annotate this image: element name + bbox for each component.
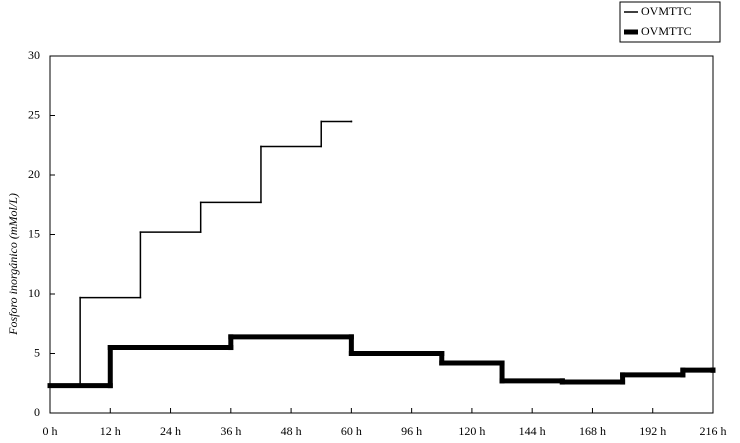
plot-frame bbox=[49, 55, 714, 414]
x-tick-label: 192 h bbox=[639, 424, 666, 438]
y-tick-label: 10 bbox=[28, 286, 40, 300]
x-tick-label: 120 h bbox=[458, 424, 485, 438]
y-tick-label: 5 bbox=[34, 345, 40, 359]
x-tick-label: 24 h bbox=[160, 424, 181, 438]
x-tick-label: 48 h bbox=[281, 424, 302, 438]
legend-box bbox=[619, 1, 721, 43]
x-tick-label: 36 h bbox=[220, 424, 241, 438]
y-tick-label: 30 bbox=[28, 48, 40, 62]
x-tick-label: 96 h bbox=[401, 424, 422, 438]
y-axis-label: Fosforo inorgánico (mMol/L) bbox=[6, 193, 20, 336]
y-tick-label: 15 bbox=[28, 226, 40, 240]
y-tick-label: 20 bbox=[28, 167, 40, 181]
legend-label: OVMTTC bbox=[641, 4, 692, 18]
x-tick-label: 60 h bbox=[341, 424, 362, 438]
y-tick-label: 25 bbox=[28, 107, 40, 121]
y-tick-label: 0 bbox=[34, 405, 40, 419]
x-tick-label: 12 h bbox=[100, 424, 121, 438]
x-tick-label: 0 h bbox=[43, 424, 58, 438]
x-tick-label: 168 h bbox=[579, 424, 606, 438]
x-tick-label: 144 h bbox=[519, 424, 546, 438]
x-tick-label: 216 h bbox=[700, 424, 727, 438]
legend-label: OVMTTC bbox=[641, 24, 692, 38]
